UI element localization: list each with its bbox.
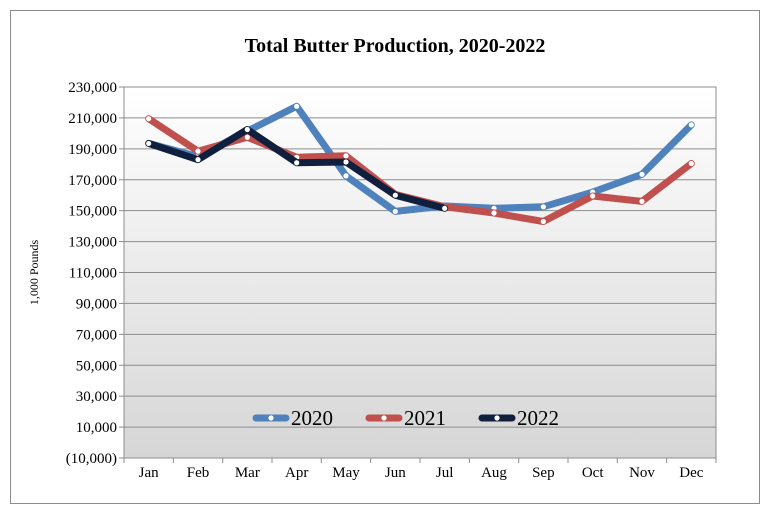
legend-label: 2022 — [517, 406, 559, 430]
y-tick-label: 30,000 — [76, 389, 117, 405]
data-point — [688, 122, 694, 128]
data-point — [392, 192, 398, 198]
data-point — [343, 153, 349, 159]
y-tick-label: 130,000 — [68, 235, 117, 251]
data-point — [491, 210, 497, 216]
data-point — [294, 160, 300, 166]
x-tick-label: Jul — [436, 465, 454, 481]
legend-marker — [494, 415, 500, 421]
legend-item-2021: 2021 — [365, 406, 446, 430]
x-tick-label: Feb — [187, 465, 210, 481]
y-tick-label: 210,000 — [68, 111, 117, 127]
legend-label: 2021 — [404, 406, 446, 430]
y-tick-label: 90,000 — [76, 296, 117, 312]
x-tick-label: Mar — [235, 465, 260, 481]
x-axis-ticks: Jan Feb Mar Apr May Jun Jul Aug Sep Oct Nov Dec — [123, 458, 717, 481]
x-tick-label: May — [332, 465, 360, 481]
data-point — [244, 126, 250, 133]
data-point — [146, 140, 152, 147]
data-point — [540, 204, 546, 210]
y-tick-label: 170,000 — [68, 173, 117, 189]
x-tick-label: Nov — [629, 465, 655, 481]
data-point — [294, 103, 300, 109]
legend-item-2022: 2022 — [478, 406, 559, 430]
legend-marker — [268, 415, 274, 421]
x-tick-label: Sep — [532, 465, 555, 481]
series-2022 — [145, 126, 449, 212]
y-tick-label: 10,000 — [76, 420, 117, 436]
y-tick-label: 230,000 — [68, 80, 117, 96]
data-point — [540, 218, 546, 225]
y-tick-label: 70,000 — [76, 327, 117, 343]
y-tick-label: 150,000 — [68, 204, 117, 220]
legend-label: 2020 — [291, 406, 333, 430]
data-point — [688, 160, 694, 167]
x-tick-label: Jun — [385, 465, 406, 481]
legend-item-2020: 2020 — [252, 406, 333, 430]
data-point — [195, 148, 201, 154]
data-point — [343, 173, 349, 179]
y-tick-label: 50,000 — [76, 358, 117, 374]
x-tick-label: Apr — [285, 465, 308, 481]
y-tick-label: 110,000 — [69, 266, 117, 282]
data-point — [146, 116, 152, 122]
chart-container: Total Butter Production, 2020-2022 (10,0… — [10, 10, 760, 504]
y-axis-ticks: (10,000) 10,000 30,000 50,000 70,000 90,000 11… — [66, 80, 124, 467]
x-tick-label: Aug — [481, 465, 507, 481]
y-tick-label: 190,000 — [68, 142, 117, 158]
legend: 2020 2021 2022 — [252, 406, 559, 430]
series-lines — [145, 102, 695, 225]
data-point — [639, 198, 645, 204]
x-tick-label: Oct — [582, 465, 604, 481]
legend-marker — [381, 415, 387, 421]
y-tick-label: (10,000) — [66, 451, 117, 467]
data-point — [442, 205, 448, 211]
x-tick-label: Jan — [139, 465, 159, 481]
chart-title: Total Butter Production, 2020-2022 — [245, 35, 546, 57]
data-point — [590, 193, 596, 199]
data-point — [392, 208, 398, 215]
data-point — [195, 157, 201, 163]
data-point — [244, 134, 250, 140]
data-point — [343, 159, 349, 165]
y-axis-title: 1,000 Pounds — [27, 239, 41, 305]
line-chart: Total Butter Production, 2020-2022 (10,0… — [27, 35, 717, 481]
data-point — [639, 171, 645, 177]
x-tick-label: Dec — [679, 465, 703, 481]
